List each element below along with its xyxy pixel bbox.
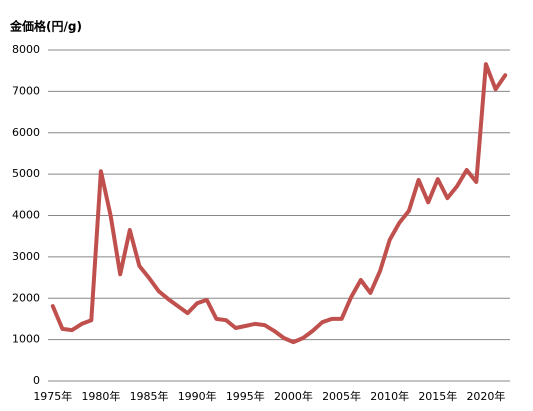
- y-tick-label: 4000: [12, 209, 40, 222]
- y-tick-label: 7000: [12, 84, 40, 97]
- x-tick-label: 2005年: [322, 389, 361, 403]
- x-tick-label: 1995年: [226, 389, 265, 403]
- y-tick-label: 3000: [12, 250, 40, 263]
- y-tick-label: 1000: [12, 333, 40, 346]
- chart-title: 金価格(円/g): [9, 19, 82, 34]
- y-tick-label: 5000: [12, 167, 40, 180]
- y-tick-label: 6000: [12, 126, 40, 139]
- y-tick-label: 0: [33, 374, 40, 387]
- x-tick-label: 2010年: [370, 389, 409, 403]
- x-tick-label: 2000年: [274, 389, 313, 403]
- y-tick-label: 8000: [12, 43, 40, 56]
- data-line: [50, 62, 508, 345]
- x-tick-label: 2015年: [418, 389, 457, 403]
- y-tick-label: 2000: [12, 291, 40, 304]
- x-tick-label: 1990年: [178, 389, 217, 403]
- x-tick-label: 1980年: [81, 389, 120, 403]
- x-tick-label: 1975年: [33, 389, 72, 403]
- x-tick-label: 2020年: [466, 389, 505, 403]
- x-tick-label: 1985年: [130, 389, 169, 403]
